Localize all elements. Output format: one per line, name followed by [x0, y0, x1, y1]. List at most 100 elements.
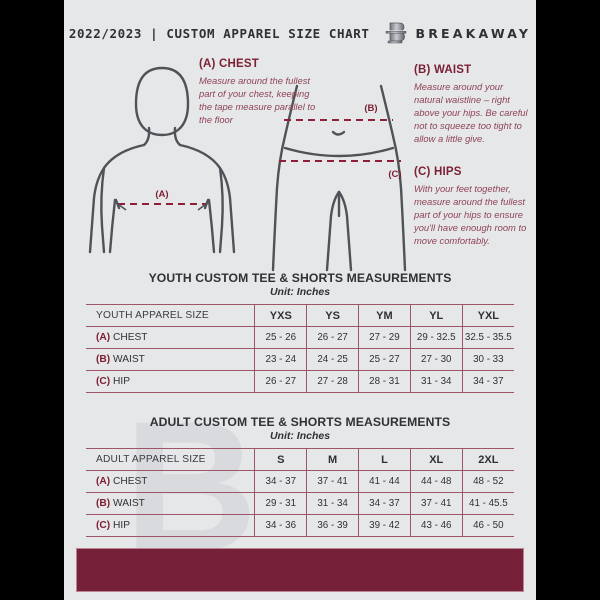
row-tag: (B) — [96, 498, 111, 509]
adult-hip-m: 36 - 39 — [306, 514, 359, 537]
breakaway-b-logo-icon — [386, 22, 407, 44]
youth-col-2: YS — [306, 304, 359, 327]
adult-col-2: M — [306, 448, 359, 471]
row-label: HIP — [113, 376, 130, 387]
brand-lockup: BREAKAWAY — [385, 20, 531, 46]
table-header-row: ADULT APPAREL SIZE S M L XL 2XL — [86, 448, 514, 471]
table-row: (A) CHEST 34 - 37 37 - 41 41 - 44 44 - 4… — [86, 470, 514, 493]
callout-chest: (A) CHEST Measure around the fullest par… — [199, 58, 317, 127]
youth-hip-ys: 27 - 28 — [306, 370, 359, 393]
callout-chest-title: (A) CHEST — [199, 58, 259, 70]
row-label: CHEST — [113, 476, 148, 487]
youth-waist-ys: 24 - 25 — [306, 348, 359, 371]
adult-size-table: ADULT APPAREL SIZE S M L XL 2XL (A) — [86, 448, 514, 537]
adult-header-label: ADULT APPAREL SIZE — [86, 448, 255, 471]
row-tag: (A) — [96, 476, 111, 487]
youth-table-title: YOUTH CUSTOM TEE & SHORTS MEASUREMENTS — [148, 271, 452, 285]
row-tag: (B) — [96, 354, 111, 365]
adult-row-hip-label: (C) HIP — [86, 514, 255, 537]
section-spacer — [64, 393, 536, 415]
adult-col-1: S — [254, 448, 307, 471]
adult-waist-s: 29 - 31 — [254, 492, 307, 515]
adult-chest-l: 41 - 44 — [358, 470, 411, 493]
row-label: WAIST — [113, 354, 145, 365]
adult-chest-xl: 44 - 48 — [409, 470, 463, 493]
adult-table-block: ADULT CUSTOM TEE & SHORTS MEASUREMENTS U… — [86, 415, 514, 537]
adult-table-unit: Unit: Inches — [269, 430, 331, 442]
youth-col-1: YXS — [254, 304, 307, 327]
youth-waist-yl: 27 - 30 — [409, 348, 463, 371]
youth-row-hip-label: (C) HIP — [86, 370, 255, 393]
callout-waist: (B) WAIST Measure around your natural wa… — [414, 64, 534, 146]
adult-hip-2xl: 46 - 50 — [461, 514, 514, 537]
adult-col-5: 2XL — [461, 448, 514, 471]
table-row: (A) CHEST 25 - 26 26 - 27 27 - 29 29 - 3… — [86, 326, 514, 349]
youth-waist-ym: 25 - 27 — [358, 348, 411, 371]
adult-col-3: L — [358, 448, 411, 471]
youth-table-block: YOUTH CUSTOM TEE & SHORTS MEASUREMENTS U… — [86, 271, 514, 393]
youth-chest-ym: 27 - 29 — [358, 326, 411, 349]
youth-chest-yxs: 25 - 26 — [254, 326, 307, 349]
row-label: CHEST — [113, 332, 148, 343]
youth-hip-yxl: 34 - 37 — [461, 370, 514, 393]
youth-row-waist-label: (B) WAIST — [86, 348, 255, 371]
table-header-row: YOUTH APPAREL SIZE YXS YS YM YL YXL — [86, 304, 514, 327]
adult-chest-m: 37 - 41 — [306, 470, 359, 493]
youth-waist-yxs: 23 - 24 — [254, 348, 307, 371]
row-tag: (C) — [96, 376, 111, 387]
youth-chest-yl: 29 - 32.5 — [409, 326, 463, 349]
chest-marker-label: (A) — [155, 189, 168, 200]
row-label: WAIST — [113, 498, 145, 509]
youth-hip-yxs: 26 - 27 — [254, 370, 307, 393]
callout-hips: (C) HIPS With your feet together, measur… — [414, 166, 536, 248]
table-row: (B) WAIST 29 - 31 31 - 34 34 - 37 37 - 4… — [86, 492, 514, 515]
upper-body-front-outline: (A) — [88, 66, 236, 254]
youth-col-3: YM — [358, 304, 411, 327]
youth-hip-ym: 28 - 31 — [358, 370, 411, 393]
adult-hip-l: 39 - 42 — [358, 514, 411, 537]
row-label: HIP — [113, 520, 130, 531]
callout-hips-body: With your feet together, measure around … — [414, 183, 527, 246]
callout-waist-title: (B) WAIST — [414, 64, 472, 76]
adult-chest-s: 34 - 37 — [254, 470, 307, 493]
measurement-illustrations: (A) — [74, 56, 528, 272]
hips-marker-label: (C) — [388, 169, 401, 180]
youth-chest-ys: 26 - 27 — [306, 326, 359, 349]
row-tag: (C) — [96, 520, 111, 531]
youth-table-unit: Unit: Inches — [269, 286, 331, 298]
youth-header-label: YOUTH APPAREL SIZE — [86, 304, 255, 327]
youth-col-4: YL — [409, 304, 463, 327]
youth-hip-yl: 31 - 34 — [409, 370, 463, 393]
adult-waist-xl: 37 - 41 — [409, 492, 463, 515]
callout-chest-body: Measure around the fullest part of your … — [199, 75, 316, 125]
table-row: (C) HIP 34 - 36 36 - 39 39 - 42 43 - 46 … — [86, 514, 514, 537]
adult-row-waist-label: (B) WAIST — [86, 492, 255, 515]
adult-waist-2xl: 41 - 45.5 — [461, 492, 514, 515]
adult-table-title: ADULT CUSTOM TEE & SHORTS MEASUREMENTS — [149, 415, 451, 429]
brand-name: BREAKAWAY — [415, 25, 532, 41]
lower-body-front-outline: (B) (C) — [271, 84, 407, 272]
youth-chest-yxl: 32.5 - 35.5 — [461, 326, 514, 349]
youth-col-5: YXL — [461, 304, 514, 327]
size-chart-page: B 2022/2023 | CUSTOM APPAREL SIZE CHART — [64, 0, 536, 600]
adult-waist-l: 34 - 37 — [358, 492, 411, 515]
callout-hips-title: (C) HIPS — [414, 166, 462, 178]
youth-size-table: YOUTH APPAREL SIZE YXS YS YM YL YXL (A) — [86, 304, 514, 393]
adult-chest-2xl: 48 - 52 — [461, 470, 514, 493]
youth-waist-yxl: 30 - 33 — [461, 348, 514, 371]
table-row: (C) HIP 26 - 27 27 - 28 28 - 31 31 - 34 … — [86, 370, 514, 393]
adult-waist-m: 31 - 34 — [306, 492, 359, 515]
page-header: 2022/2023 | CUSTOM APPAREL SIZE CHART — [64, 0, 536, 56]
chest-measure-line — [117, 202, 207, 211]
callout-waist-body: Measure around your natural waistline – … — [414, 81, 528, 144]
page-content: 2022/2023 | CUSTOM APPAREL SIZE CHART — [64, 0, 536, 537]
footer-bar — [76, 548, 524, 592]
adult-row-chest-label: (A) CHEST — [86, 470, 255, 493]
waist-marker-label: (B) — [364, 103, 377, 114]
table-row: (B) WAIST 23 - 24 24 - 25 25 - 27 27 - 3… — [86, 348, 514, 371]
page-title: 2022/2023 | CUSTOM APPAREL SIZE CHART — [68, 25, 370, 41]
youth-row-chest-label: (A) CHEST — [86, 326, 255, 349]
adult-col-4: XL — [409, 448, 463, 471]
row-tag: (A) — [96, 332, 111, 343]
